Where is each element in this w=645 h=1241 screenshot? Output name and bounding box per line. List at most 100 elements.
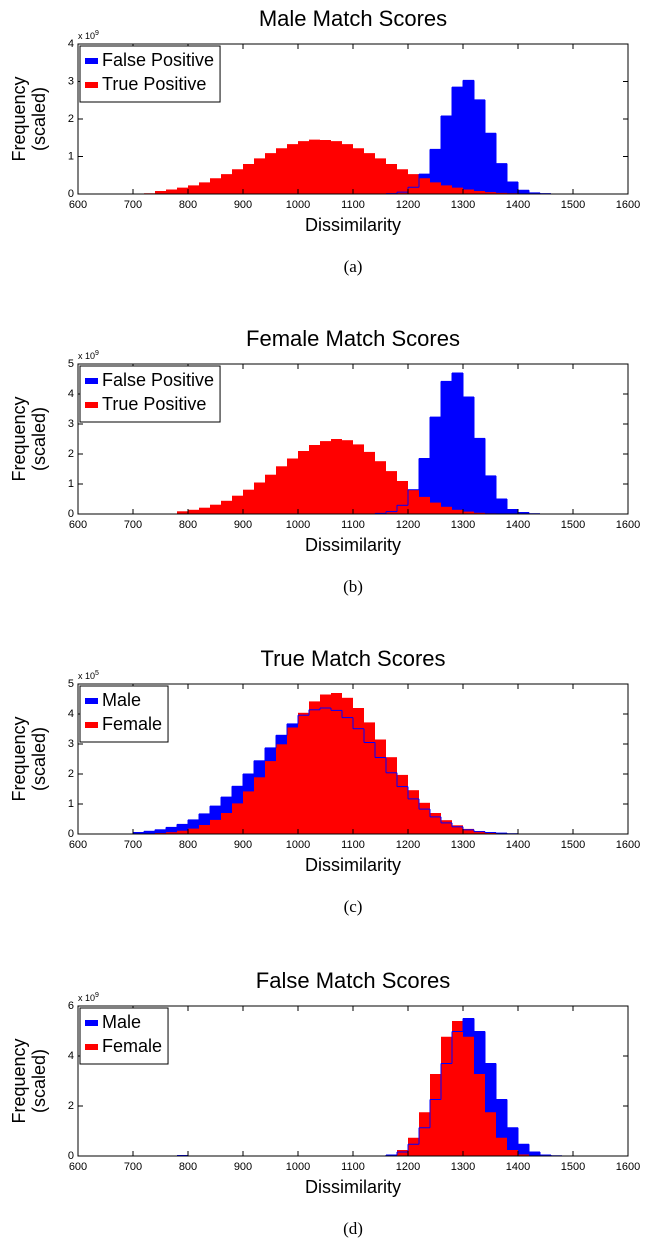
y-tick-label: 1 [68,478,74,490]
histogram-bar [419,1112,430,1156]
x-tick-label: 1500 [561,839,585,851]
legend-box [79,365,221,423]
x-tick-label: 1400 [506,839,530,851]
x-tick-label: 1200 [396,519,420,531]
legend-swatch [85,82,98,88]
histogram-bar [342,697,353,834]
legend-box [79,45,221,103]
histogram-bar [210,504,221,514]
histogram-bar [518,190,529,194]
legend-label: Male [102,690,141,710]
histogram-bar [188,509,199,514]
x-tick-label: 1500 [561,199,585,211]
histogram-bar [177,824,188,834]
histogram-bar [474,438,485,514]
y-tick-label: 3 [68,418,74,430]
histogram-bar [254,158,265,194]
y-tick-label: 0 [68,188,74,200]
histogram-bar [298,141,309,194]
x-axis-label: Dissimilarity [305,215,401,235]
x-tick-label: 1200 [396,1161,420,1173]
legend-swatch [85,58,98,64]
histogram-bar [353,148,364,194]
y-axis-label: Frequency [9,76,29,161]
histogram-bar [364,153,375,194]
histogram-bar [474,191,485,194]
x-tick-label: 600 [69,839,87,851]
histogram-bar [353,708,364,834]
histogram-bar [320,140,331,194]
y-tick-label: 1 [68,150,74,162]
histogram-bar [221,813,232,834]
histogram-bar [243,489,254,514]
legend-label: Male [102,1012,141,1032]
y-axis-label: (scaled) [29,87,49,151]
histogram-bar [496,1137,507,1156]
y-axis-label: (scaled) [29,727,49,791]
histogram-bar [441,506,452,514]
histogram-bar [485,1063,496,1156]
x-tick-label: 1300 [451,1161,475,1173]
x-tick-label: 600 [69,1161,87,1173]
histogram-bar [507,509,518,514]
y-tick-label: 2 [68,113,74,125]
x-tick-label: 700 [124,1161,142,1173]
histogram-bar [430,1074,441,1156]
x-tick-label: 700 [124,199,142,211]
x-tick-label: 800 [179,519,197,531]
histogram-bar [430,149,441,194]
x-tick-label: 1500 [561,519,585,531]
histogram-bar [221,500,232,514]
histogram-bar [397,1150,408,1156]
x-axis-label: Dissimilarity [305,1177,401,1197]
x-tick-label: 700 [124,839,142,851]
histogram-bar [265,761,276,834]
x-tick-label: 1000 [286,839,310,851]
histogram-bar [463,828,474,834]
histogram-bar [529,192,540,194]
y-multiplier-exponent: 9 [95,30,99,37]
histogram-bar [210,178,221,194]
y-tick-label: 0 [68,828,74,840]
histogram-bar [298,712,309,834]
legend-label: True Positive [102,394,206,414]
chart-panel: False Match Scores 600 700 800 900 1000 1100 12… [9,968,640,1238]
legend-box [79,1007,169,1065]
y-tick-label: 4 [68,1050,74,1062]
histogram-bar [452,187,463,194]
chart-panel: Female Match Scores 600 700 800 900 1000 1100 1… [9,326,640,596]
x-tick-label: 1600 [616,519,640,531]
histogram-bar [144,831,155,834]
histogram-bar [463,1036,474,1156]
y-tick-label: 4 [68,708,74,720]
legend-label: Female [102,714,162,734]
histogram-bar [331,693,342,834]
histogram-bar [452,87,463,194]
histogram-bar [397,774,408,834]
histogram-bar [188,185,199,194]
x-tick-label: 1100 [341,199,365,211]
y-multiplier-base: x 10 [78,351,95,361]
x-tick-label: 1100 [341,839,365,851]
y-axis-label: Frequency [9,716,29,801]
x-tick-label: 700 [124,519,142,531]
x-tick-label: 1600 [616,839,640,851]
x-tick-label: 1100 [341,519,365,531]
histogram-bar [199,182,210,194]
histogram-bar [166,189,177,194]
histogram-bar [441,381,452,514]
histogram-bar [408,174,419,194]
x-tick-label: 900 [234,1161,252,1173]
histogram-bar [452,1021,463,1156]
legend-label: True Positive [102,74,206,94]
histogram-bar [177,830,188,834]
histogram-bar [485,832,496,834]
y-tick-label: 2 [68,448,74,460]
histogram-bar [463,189,474,194]
x-tick-label: 1000 [286,1161,310,1173]
y-tick-label: 3 [68,75,74,87]
x-tick-label: 1600 [616,1161,640,1173]
y-multiplier-exponent: 9 [95,350,99,357]
